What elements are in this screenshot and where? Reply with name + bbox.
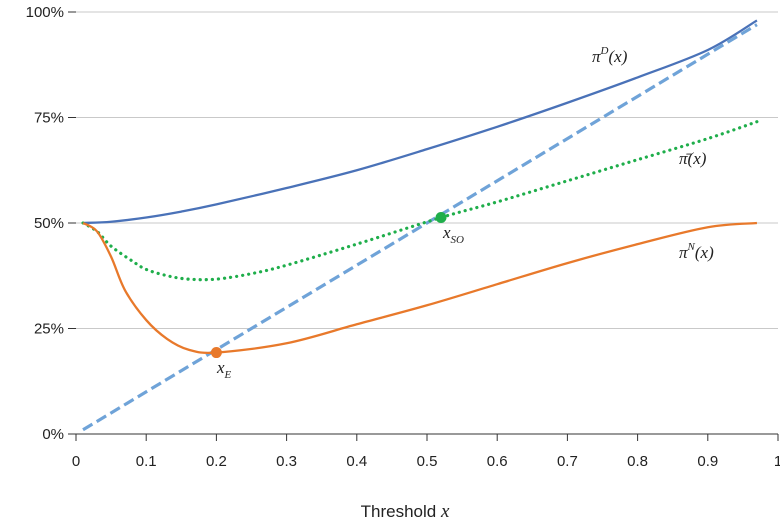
x-axis-title: Threshold x bbox=[361, 501, 450, 522]
series-pi-d bbox=[82, 19, 758, 225]
y-tick-label: 0% bbox=[42, 426, 64, 443]
x-axis-title-text: Threshold bbox=[361, 502, 437, 521]
x-tick-label: 0 bbox=[72, 453, 80, 470]
x-tick-label: 0.5 bbox=[417, 453, 438, 470]
y-tick-label: 25% bbox=[34, 321, 64, 338]
x-tick-label: 0.9 bbox=[697, 453, 718, 470]
series-pi-bar bbox=[81, 120, 759, 282]
marker-label-x-so: xSO bbox=[442, 223, 464, 246]
series-pi-n bbox=[82, 221, 758, 355]
marker-x-so bbox=[435, 212, 447, 224]
labels-group: πD(x) π̄(x) πN(x) xE xSO bbox=[216, 45, 714, 381]
marker-x-e bbox=[210, 347, 222, 359]
markers-group bbox=[210, 212, 447, 359]
x-tick-label: 0.7 bbox=[557, 453, 578, 470]
marker-label-x-e: xE bbox=[216, 358, 232, 381]
x-tick-label: 0.6 bbox=[487, 453, 508, 470]
x-tick-label: 0.3 bbox=[276, 453, 297, 470]
y-tick-label: 100% bbox=[26, 4, 64, 21]
x-tick-label: 0.8 bbox=[627, 453, 648, 470]
series-label: πD(x) bbox=[592, 45, 628, 66]
grid-lines bbox=[76, 11, 778, 329]
axes: 0% 25% 50% 75% 100% 0 0.1 0.2 0.3 0.4 0.5 0.6 0.7 0.8… bbox=[26, 4, 780, 470]
x-tick-label: 0.2 bbox=[206, 453, 227, 470]
x-tick-label: 0.1 bbox=[136, 453, 157, 470]
series-label: π̄(x) bbox=[679, 149, 707, 168]
y-tick-label: 50% bbox=[34, 215, 64, 232]
x-tick-label: 0.4 bbox=[346, 453, 367, 470]
y-tick-label: 75% bbox=[34, 110, 64, 127]
x-axis-title-var: x bbox=[440, 501, 450, 522]
series-label: πN(x) bbox=[679, 241, 714, 262]
series-group bbox=[81, 19, 759, 432]
x-tick-label: 1 bbox=[774, 453, 780, 470]
series-diagonal bbox=[82, 23, 758, 432]
